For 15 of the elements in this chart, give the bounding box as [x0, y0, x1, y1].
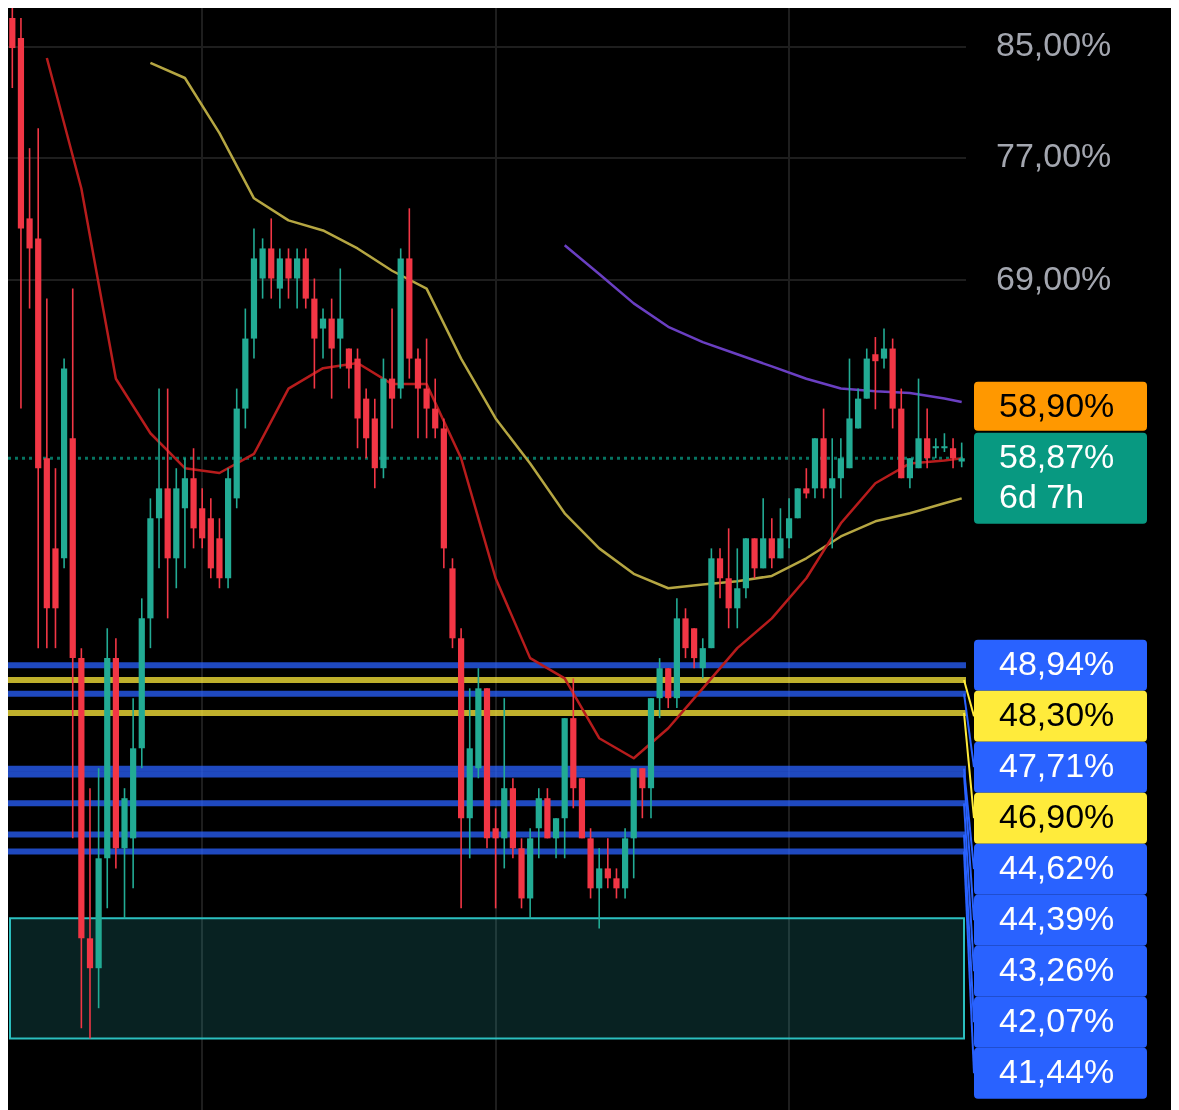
ref-line-label: 44,39% — [999, 898, 1115, 937]
text: 6d 7h — [999, 476, 1085, 515]
y-tick-label: 69,00% — [996, 258, 1112, 297]
ref-line-label: 48,30% — [999, 694, 1115, 733]
ref-line-label: 42,07% — [999, 1000, 1115, 1039]
text: 58,90% — [999, 385, 1115, 424]
ref-line-label: 47,71% — [999, 745, 1115, 784]
ref-line-label: 58,87% — [999, 436, 1115, 475]
ref-line-label: 48,94% — [999, 643, 1115, 682]
ref-line-label: 44,62% — [999, 847, 1115, 886]
ref-line-label: 46,90% — [999, 796, 1115, 835]
y-tick-label: 85,00% — [996, 25, 1112, 64]
ref-line-label: 43,26% — [999, 949, 1115, 988]
y-tick-label: 77,00% — [996, 135, 1112, 174]
ref-line-label: 41,44% — [999, 1051, 1115, 1090]
